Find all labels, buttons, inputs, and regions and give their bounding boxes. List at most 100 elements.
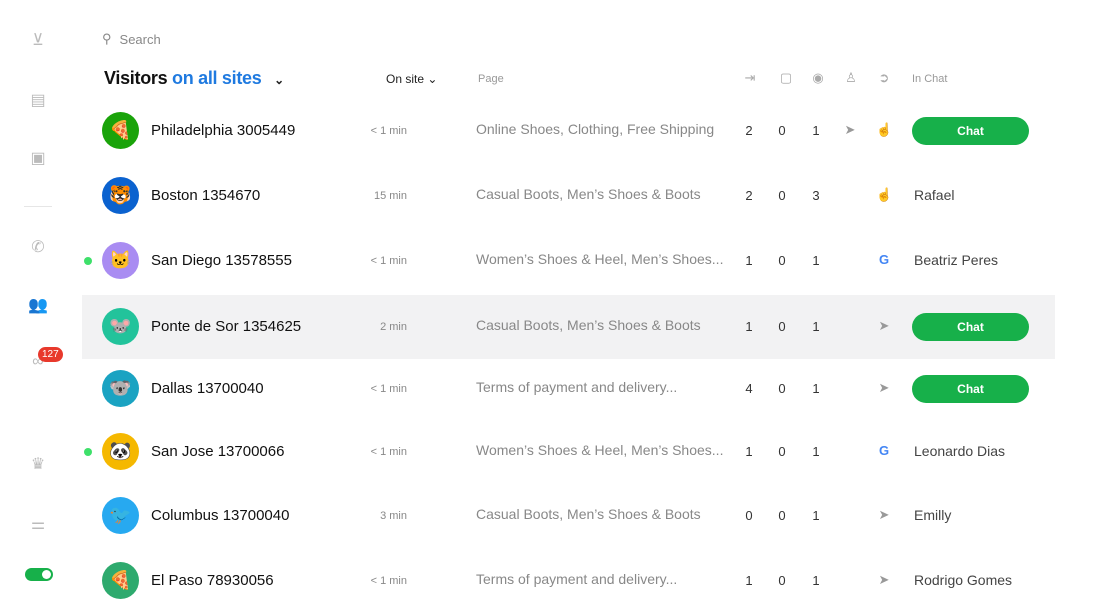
cursor-icon: ➤	[844, 122, 856, 137]
settings-sliders-icon[interactable]: ⚌	[30, 516, 46, 533]
visitor-name[interactable]: Dallas 13700040	[151, 380, 264, 397]
eye-icon: ◉	[812, 70, 824, 85]
chats-count: 0	[778, 319, 786, 334]
visits-count: 0	[745, 508, 753, 523]
cursor-icon: ➤	[878, 318, 890, 333]
sidebar: ⊻ ▤ ▣ ✆ 👥 ∞ 127 ♛ ⚌	[0, 0, 78, 616]
visitor-row[interactable]: 🍕 El Paso 78930056 < 1 min Terms of payment…	[82, 549, 1055, 613]
views-count: 1	[812, 319, 820, 334]
agent-name: Emilly	[914, 507, 952, 523]
arrow-circle-icon: ➲	[878, 70, 890, 85]
page-title[interactable]: Visitors on all sites ⌄	[104, 68, 284, 89]
cursor-icon: ➤	[878, 507, 890, 522]
chevron-down-icon: ⌄	[427, 72, 438, 86]
search-input[interactable]: ⚲ Search	[102, 31, 161, 47]
avatar: 🐭	[102, 308, 139, 345]
visitor-monitor-icon[interactable]: ▣	[30, 150, 46, 167]
sort-dropdown[interactable]: On site ⌄	[386, 72, 437, 86]
crown-icon[interactable]: ♛	[30, 456, 46, 473]
phone-icon[interactable]: ✆	[31, 239, 45, 256]
time-on-site: < 1 min	[370, 383, 407, 395]
chat-button[interactable]: Chat	[912, 375, 1029, 403]
visitor-name[interactable]: San Jose 13700066	[151, 443, 285, 460]
chats-count: 0	[778, 444, 786, 459]
message-icon: ▢	[779, 70, 793, 85]
avatar: 🍕	[102, 562, 139, 599]
visitor-row[interactable]: 🐦 Columbus 13700040 3 min Casual Boots, Men…	[82, 484, 1055, 548]
avatar: 🍕	[102, 112, 139, 149]
avatar: 🐱	[102, 242, 139, 279]
chats-count: 0	[778, 573, 786, 588]
notification-badge: 127	[38, 347, 63, 362]
page-title-cell: Online Shoes, Clothing, Free Shipping	[476, 121, 715, 137]
views-count: 1	[812, 381, 820, 396]
visitor-row[interactable]: 🍕 Philadelphia 3005449 < 1 min Online Shoes…	[82, 99, 1055, 163]
visitor-row[interactable]: 🐱 San Diego 13578555 < 1 min Women’s Shoes …	[82, 229, 1055, 293]
time-on-site: 3 min	[380, 510, 407, 522]
page-title-cell: Women’s Shoes & Heel, Men’s Shoes...	[476, 442, 724, 458]
page-title-cell: Casual Boots, Men’s Shoes & Boots	[476, 186, 701, 202]
sort-label: On site	[386, 72, 425, 86]
views-count: 1	[812, 123, 820, 138]
time-on-site: 2 min	[380, 321, 407, 333]
avatar: 🐯	[102, 177, 139, 214]
title-text: Visitors	[104, 68, 168, 88]
avatar: 🐦	[102, 497, 139, 534]
visitor-name[interactable]: San Diego 13578555	[151, 252, 292, 269]
visits-count: 2	[745, 188, 753, 203]
visitor-name[interactable]: Philadelphia 3005449	[151, 122, 296, 139]
google-icon: G	[878, 443, 890, 458]
online-toggle[interactable]	[25, 568, 53, 581]
column-header-in-chat: In Chat	[912, 73, 948, 85]
chats-count: 0	[778, 188, 786, 203]
hand-icon: ☝	[876, 122, 893, 137]
avatar: 🐼	[102, 433, 139, 470]
visitor-name[interactable]: Boston 1354670	[151, 187, 261, 204]
visitor-row[interactable]: 🐯 Boston 1354670 15 min Casual Boots, Men’s…	[82, 164, 1055, 228]
chevron-down-icon[interactable]: ⌄	[274, 73, 284, 87]
chat-button[interactable]: Chat	[912, 117, 1029, 145]
agent-name: Rafael	[914, 187, 955, 203]
views-count: 1	[812, 444, 820, 459]
agent-name: Beatriz Peres	[914, 252, 999, 268]
visits-count: 2	[745, 123, 753, 138]
page-title-cell: Casual Boots, Men’s Shoes & Boots	[476, 506, 701, 522]
visitor-name[interactable]: El Paso 78930056	[151, 572, 274, 589]
visitor-row[interactable]: 🐭 Ponte de Sor 1354625 2 min Casual Boots, …	[82, 295, 1055, 359]
agent-name: Rodrigo Gomes	[914, 572, 1013, 588]
scope-dropdown[interactable]: on all sites	[172, 68, 262, 88]
views-count: 1	[812, 508, 820, 523]
binoculars-icon[interactable]: ∞	[32, 353, 44, 370]
visits-count: 1	[745, 573, 753, 588]
sidebar-divider	[24, 206, 52, 207]
visits-count: 1	[745, 319, 753, 334]
chats-count: 0	[778, 508, 786, 523]
chat-icon[interactable]: ▤	[30, 92, 46, 109]
agent-name: Leonardo Dias	[914, 443, 1006, 459]
time-on-site: < 1 min	[370, 125, 407, 137]
chats-count: 0	[778, 381, 786, 396]
online-dot	[84, 257, 92, 265]
user-icon: ♙	[845, 70, 857, 85]
visits-count: 1	[745, 253, 753, 268]
chat-button[interactable]: Chat	[912, 313, 1029, 341]
chats-count: 0	[778, 253, 786, 268]
online-dot	[84, 448, 92, 456]
visitor-row[interactable]: 🐼 San Jose 13700066 < 1 min Women’s Shoes &…	[82, 420, 1055, 484]
visitor-row[interactable]: 🐨 Dallas 13700040 < 1 min Terms of payment …	[82, 357, 1055, 421]
visitor-name[interactable]: Ponte de Sor 1354625	[151, 318, 302, 335]
time-on-site: < 1 min	[370, 575, 407, 587]
page-title-cell: Terms of payment and delivery...	[476, 571, 678, 587]
views-count: 3	[812, 188, 820, 203]
team-icon[interactable]: 👥	[28, 297, 48, 314]
chats-count: 0	[778, 123, 786, 138]
time-on-site: 15 min	[373, 190, 407, 202]
cursor-icon: ➤	[878, 572, 890, 587]
views-count: 1	[812, 253, 820, 268]
inbox-icon[interactable]: ⊻	[32, 32, 44, 49]
time-on-site: < 1 min	[370, 446, 407, 458]
visitor-name[interactable]: Columbus 13700040	[151, 507, 290, 524]
column-header-page: Page	[478, 73, 504, 85]
google-icon: G	[878, 252, 890, 267]
avatar: 🐨	[102, 370, 139, 407]
